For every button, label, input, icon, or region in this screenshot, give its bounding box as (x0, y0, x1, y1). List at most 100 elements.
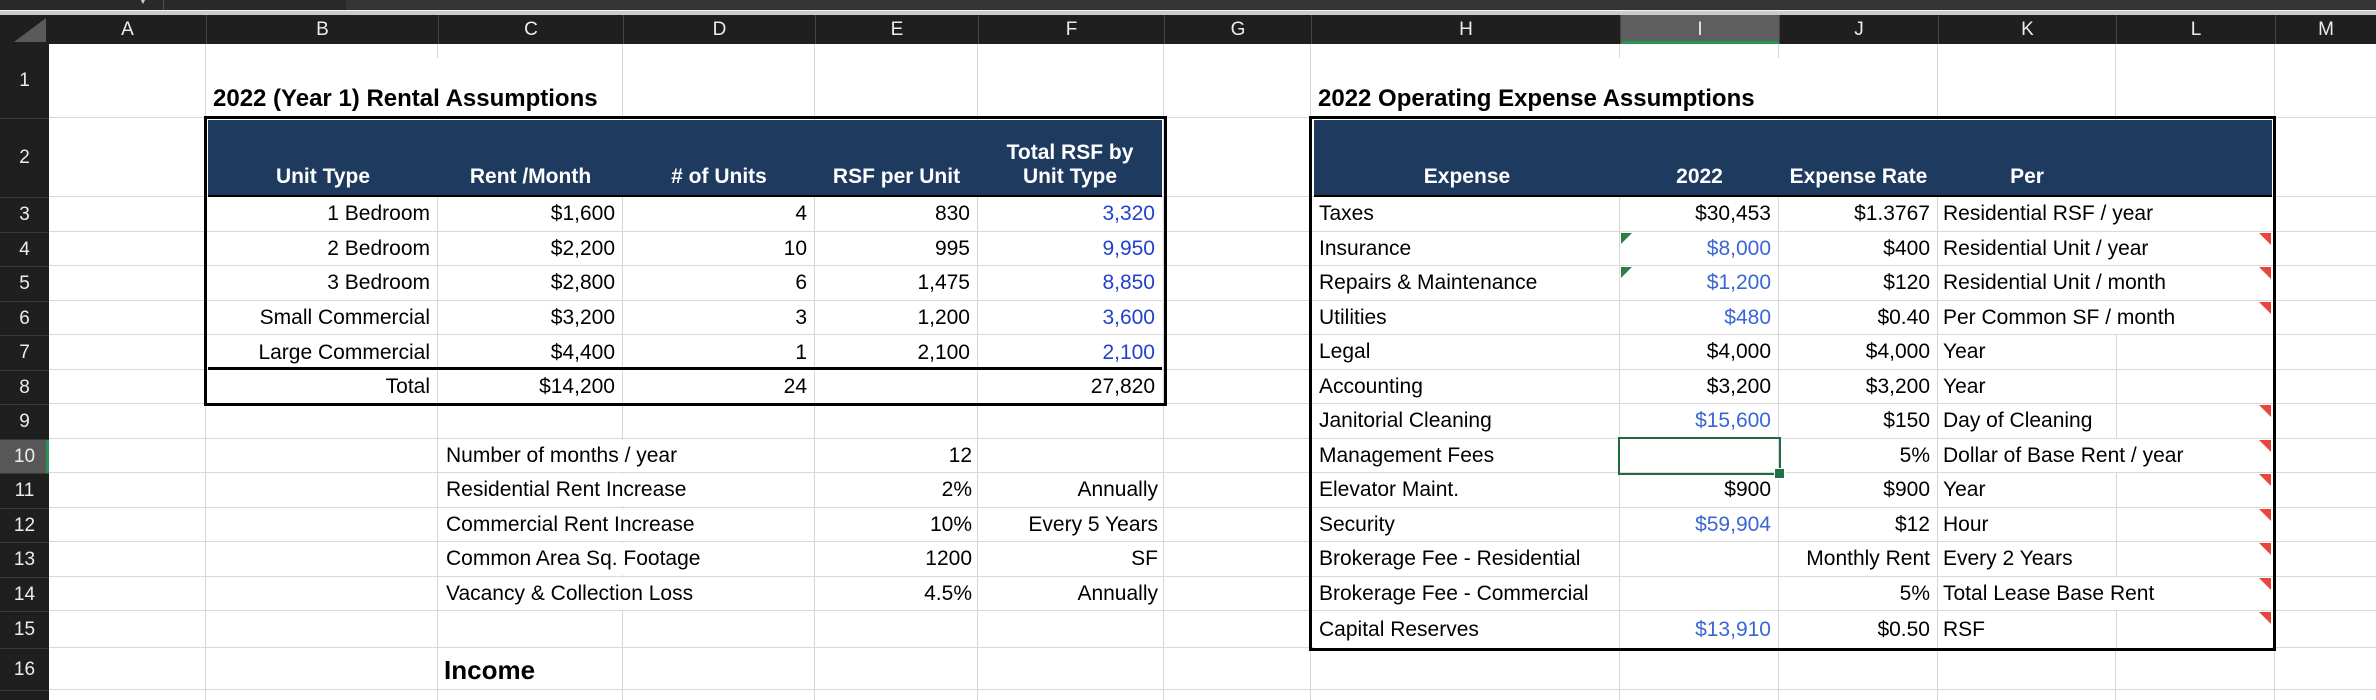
column-header-C[interactable]: C (438, 15, 623, 44)
header-num-units[interactable]: # of Units (671, 164, 767, 188)
cell-expense-rate[interactable]: 5% (1779, 439, 1938, 472)
cell-rsf[interactable]: 1,475 (815, 266, 978, 300)
cell-rent[interactable]: $2,800 (438, 266, 623, 300)
column-header-K[interactable]: K (1938, 15, 2116, 44)
header-per[interactable]: Per (2010, 164, 2044, 188)
assumption-label[interactable]: Number of months / year (440, 440, 812, 472)
cell-expense[interactable]: Janitorial Cleaning (1314, 404, 1620, 438)
cell-per[interactable]: Every 2 Years (1943, 547, 2073, 570)
assumption-label[interactable]: Vacancy & Collection Loss (440, 578, 812, 610)
cell-expense-rate[interactable]: $3,200 (1779, 370, 1938, 403)
comment-indicator-icon[interactable] (2259, 612, 2271, 624)
cell-2022-value[interactable]: $1,200 (1620, 266, 1779, 300)
column-header-J[interactable]: J (1779, 15, 1938, 44)
row-header-8[interactable]: 8 (0, 370, 49, 404)
cell-per[interactable]: Residential RSF / year (1943, 202, 2154, 225)
cell-rsf[interactable]: 995 (815, 232, 978, 265)
cell-expense[interactable]: Insurance (1314, 232, 1620, 265)
cell-expense[interactable]: Repairs & Maintenance (1314, 266, 1620, 300)
header-expense-rate[interactable]: Expense Rate (1789, 164, 1928, 188)
assumption-unit[interactable]: Every 5 Years (1028, 513, 1158, 536)
cell-per[interactable]: RSF (1943, 617, 1985, 641)
cell-2022-value[interactable]: $59,904 (1620, 508, 1779, 541)
row-header-10[interactable]: 10 (0, 439, 49, 473)
header-2022[interactable]: 2022 (1676, 164, 1723, 188)
assumption-label[interactable]: Common Area Sq. Footage (440, 543, 812, 575)
column-header-B[interactable]: B (206, 15, 438, 44)
row-header-4[interactable]: 4 (0, 232, 49, 266)
header-total-rsf[interactable]: Total RSF by Unit Type (978, 120, 1162, 195)
column-header-I[interactable]: I (1620, 15, 1779, 44)
formula-input-edge[interactable] (346, 0, 2376, 10)
cell-2022-value[interactable]: $8,000 (1620, 232, 1779, 265)
cell-expense-rate[interactable]: $0.50 (1779, 611, 1938, 648)
row-header-9[interactable]: 9 (0, 404, 49, 439)
cell-expense[interactable]: Taxes (1314, 197, 1620, 231)
cell-units[interactable]: 1 (623, 335, 815, 370)
cell-expense-rate[interactable]: $4,000 (1779, 335, 1938, 369)
comment-indicator-icon[interactable] (2259, 233, 2271, 245)
cell-expense[interactable]: Utilities (1314, 301, 1620, 334)
header-rsf-per-unit[interactable]: RSF per Unit (832, 164, 961, 188)
row-header-5[interactable]: 5 (0, 266, 49, 301)
cell-units[interactable]: 10 (623, 232, 815, 265)
formula-warning-icon[interactable] (1621, 233, 1632, 244)
cell-total-rent[interactable]: $14,200 (438, 370, 623, 404)
column-header-G[interactable]: G (1164, 15, 1311, 44)
cell-per[interactable]: Dollar of Base Rent / year (1943, 443, 2184, 467)
cell-unit-type[interactable]: 2 Bedroom (208, 232, 438, 265)
income-section-label[interactable]: Income (444, 655, 536, 685)
cell-total-rsf[interactable]: 2,100 (1102, 340, 1155, 364)
row-header-17[interactable] (0, 690, 49, 700)
cell-total-rsf[interactable]: 8,850 (1102, 271, 1155, 294)
comment-indicator-icon[interactable] (2259, 474, 2271, 486)
cell-per[interactable]: Year (1943, 478, 1986, 501)
cell-total-units[interactable]: 24 (623, 370, 815, 404)
header-expense[interactable]: Expense (1423, 164, 1511, 188)
row-header-1[interactable]: 1 (0, 44, 49, 118)
cell-expense[interactable]: Security (1314, 508, 1620, 541)
row-header-15[interactable]: 15 (0, 611, 49, 648)
assumption-label[interactable]: Residential Rent Increase (440, 474, 812, 506)
cell-2022-value[interactable] (1620, 542, 1779, 576)
assumption-unit[interactable]: SF (1131, 547, 1158, 570)
assumption-unit[interactable]: Annually (1077, 478, 1158, 501)
cell-2022-value[interactable]: $13,910 (1620, 611, 1779, 648)
cell-2022-value[interactable]: $15,600 (1620, 404, 1779, 438)
row-header-16[interactable]: 16 (0, 648, 49, 690)
row-header-11[interactable]: 11 (0, 473, 49, 508)
cell-2022-value[interactable]: $30,453 (1620, 197, 1779, 231)
fill-handle[interactable] (1774, 468, 1785, 479)
cell-expense[interactable]: Legal (1314, 335, 1620, 369)
comment-indicator-icon[interactable] (2259, 302, 2271, 314)
cell-expense-rate[interactable]: $900 (1779, 473, 1938, 507)
assumption-value[interactable]: 2% (941, 478, 972, 501)
cell-per[interactable]: Residential Unit / year (1943, 236, 2149, 260)
cell-total-label[interactable]: Total (208, 370, 438, 404)
cell-rsf[interactable]: 1,200 (815, 301, 978, 334)
column-header-A[interactable]: A (49, 15, 206, 44)
header-unit-type[interactable]: Unit Type (275, 164, 371, 188)
row-header-7[interactable]: 7 (0, 335, 49, 370)
assumption-value[interactable]: 12 (948, 444, 972, 467)
row-header-3[interactable]: 3 (0, 197, 49, 232)
assumption-value[interactable]: 10% (929, 513, 972, 536)
cell-expense[interactable]: Accounting (1314, 370, 1620, 403)
cell-2022-value[interactable]: $4,000 (1620, 335, 1779, 369)
select-all-corner[interactable] (0, 15, 49, 44)
cell-expense[interactable]: Management Fees (1314, 439, 1620, 472)
cell-2022-value[interactable]: $3,200 (1620, 370, 1779, 403)
column-header-F[interactable]: F (978, 15, 1164, 44)
row-header-14[interactable]: 14 (0, 577, 49, 611)
cell-2022-value[interactable] (1620, 439, 1779, 472)
right-table-title[interactable]: 2022 Operating Expense Assumptions (1314, 58, 1934, 117)
cell-expense-rate[interactable]: $12 (1779, 508, 1938, 541)
cell-per[interactable]: Residential Unit / month (1943, 271, 2166, 294)
cell-total-rsf-sum[interactable]: 27,820 (1090, 375, 1155, 398)
cell-2022-value[interactable]: $480 (1620, 301, 1779, 334)
cell-rsf[interactable]: 830 (815, 197, 978, 231)
sheet-grid[interactable]: 2022 (Year 1) Rental Assumptions 2022 Op… (49, 44, 2376, 700)
cell-units[interactable]: 6 (623, 266, 815, 300)
cell-expense-rate[interactable]: $0.40 (1779, 301, 1938, 334)
cell-rent[interactable]: $1,600 (438, 197, 623, 231)
